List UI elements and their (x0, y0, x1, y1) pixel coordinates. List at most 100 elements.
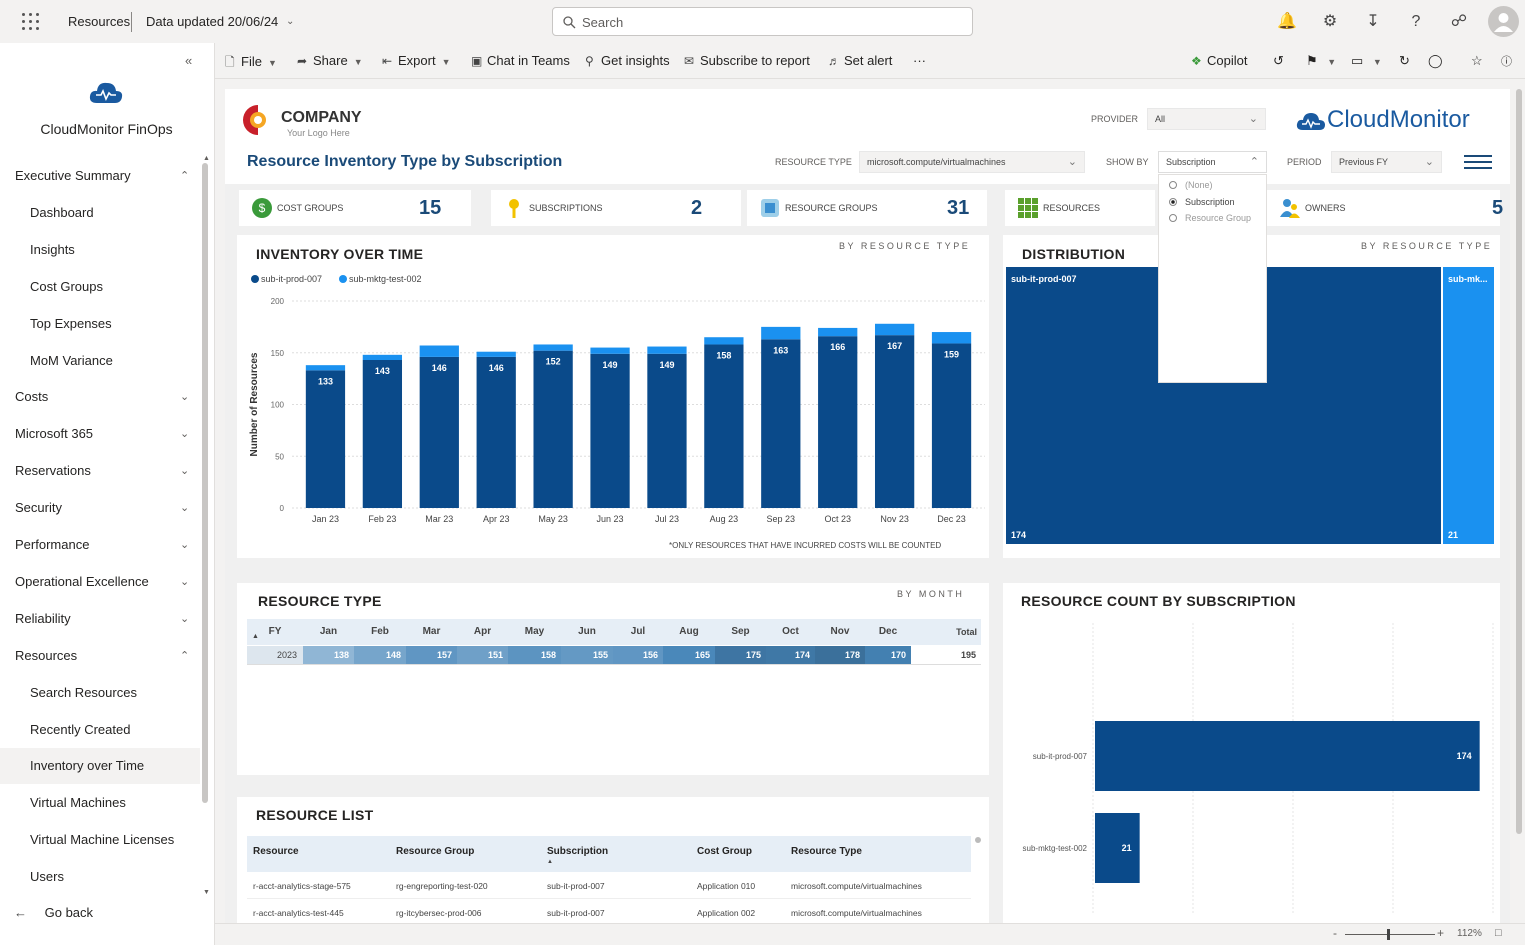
bar-sub-it-prod-007[interactable] (761, 339, 801, 508)
matrix-header-cell[interactable]: Jul (630, 626, 646, 637)
feedback-icon[interactable]: ☍ (1450, 13, 1468, 30)
scroll-up-icon[interactable]: ▲ (203, 155, 210, 162)
table-header-cell[interactable]: Cost Group (697, 846, 752, 857)
get-insights-button[interactable]: ⚲ Get insights (585, 53, 670, 68)
chevron-down-icon[interactable]: ⌄ (286, 16, 295, 27)
app-launcher-icon[interactable] (22, 13, 40, 31)
resource-type-slicer[interactable]: microsoft.compute/virtualmachines ⌄ (859, 151, 1085, 173)
bar-sub-it-prod-007[interactable] (533, 350, 573, 508)
sidebar-item-costs[interactable]: Costs ⌄ (0, 379, 200, 415)
undo-icon[interactable]: ↺ (1273, 53, 1284, 68)
table-header-cell[interactable]: Resource Group (396, 846, 475, 857)
sidebar-item-virtual-machine-licenses[interactable]: Virtual Machine Licenses (0, 822, 200, 858)
set-alert-button[interactable]: ♬ Set alert (828, 53, 892, 68)
favorite-star-icon[interactable]: ☆ (1471, 53, 1483, 68)
sidebar-item-top-expenses[interactable]: Top Expenses (0, 306, 200, 342)
bar-sub-it-prod-007[interactable] (476, 356, 516, 508)
table-row[interactable]: r-acct-analytics-stage-575 rg-engreportin… (247, 872, 971, 899)
legend-label[interactable]: sub-it-prod-007 (261, 274, 322, 284)
sidebar-item-microsoft-365[interactable]: Microsoft 365 ⌄ (0, 416, 200, 452)
sidebar-item-performance[interactable]: Performance ⌄ (0, 527, 200, 563)
legend-label[interactable]: sub-mktg-test-002 (349, 274, 422, 284)
bar-sub-mktg-test-002[interactable] (704, 337, 744, 345)
chat-in-teams-button[interactable]: ▣ Chat in Teams (471, 53, 570, 68)
collapse-icon[interactable]: « (185, 53, 193, 68)
sidebar-item-cost-groups[interactable]: Cost Groups (0, 269, 200, 305)
workspace-link[interactable]: Resources (68, 14, 131, 29)
avatar[interactable] (1488, 6, 1519, 37)
bar-sub-mktg-test-002[interactable] (1095, 813, 1140, 883)
sidebar-item-insights[interactable]: Insights (0, 232, 200, 268)
matrix-header-cell[interactable]: Jun (578, 626, 596, 637)
comment-icon[interactable]: ◯ (1428, 53, 1443, 68)
matrix-header-cell[interactable]: Dec (878, 626, 898, 637)
matrix-header-cell[interactable]: Aug (679, 626, 699, 637)
sort-icon[interactable]: ▲ (547, 859, 553, 865)
zoom-out-button[interactable]: - (1333, 926, 1337, 940)
data-updated-label[interactable]: Data updated 20/06/24 (146, 14, 279, 29)
sidebar-item-inventory-over-time[interactable]: Inventory over Time (0, 748, 200, 785)
zoom-slider-thumb[interactable] (1387, 929, 1390, 940)
bar-sub-it-prod-007[interactable] (818, 336, 858, 508)
search-input[interactable]: Search (552, 7, 973, 36)
bar-sub-mktg-test-002[interactable] (647, 346, 687, 354)
bar-sub-it-prod-007[interactable] (419, 356, 459, 508)
show-by-slicer[interactable]: Subscription ⌃ (1158, 151, 1267, 173)
table-scrollbar[interactable] (975, 837, 981, 843)
gear-icon[interactable]: ⚙ (1322, 13, 1338, 30)
hamburger-menu-icon[interactable] (1464, 155, 1492, 169)
sidebar-item-operational-excellence[interactable]: Operational Excellence ⌄ (0, 564, 200, 600)
bar-sub-mktg-test-002[interactable] (533, 344, 573, 351)
sidebar-item-reservations[interactable]: Reservations ⌄ (0, 453, 200, 489)
bar-sub-mktg-test-002[interactable] (362, 354, 403, 360)
matrix-header-cell[interactable]: FY (268, 626, 282, 637)
bar-sub-it-prod-007[interactable] (1095, 721, 1480, 791)
show-by-option[interactable]: Resource Group (1169, 213, 1251, 223)
sidebar-item-reliability[interactable]: Reliability ⌄ (0, 601, 200, 637)
bar-sub-it-prod-007[interactable] (590, 353, 630, 508)
bar-sub-mktg-test-002[interactable] (590, 347, 630, 354)
sidebar-item-dashboard[interactable]: Dashboard (0, 195, 200, 231)
count-by-sub-chart[interactable]: sub-it-prod-007 174 sub-mktg-test-002 21 (1003, 623, 1500, 923)
bar-sub-mktg-test-002[interactable] (305, 365, 346, 371)
bar-sub-mktg-test-002[interactable] (419, 345, 459, 357)
sidebar-item-recently-created[interactable]: Recently Created (0, 712, 200, 748)
bar-sub-mktg-test-002[interactable] (761, 326, 801, 340)
file-menu[interactable]: 🗋 File ▼ (225, 53, 277, 74)
bar-sub-mktg-test-002[interactable] (818, 327, 858, 337)
export-menu[interactable]: ⇤ Export ▼ (382, 53, 451, 68)
bar-sub-it-prod-007[interactable] (704, 344, 744, 508)
bar-sub-it-prod-007[interactable] (874, 335, 915, 508)
zoom-slider[interactable] (1345, 934, 1435, 935)
table-header-cell[interactable]: Resource Type (791, 846, 862, 857)
copilot-button[interactable]: ❖ Copilot (1191, 53, 1247, 68)
share-menu[interactable]: ➦ Share ▼ (297, 53, 363, 68)
sort-icon[interactable]: ▲ (252, 633, 259, 640)
zoom-in-button[interactable]: + (1437, 926, 1445, 940)
show-by-option[interactable]: (None) (1169, 180, 1213, 190)
matrix-header-cell[interactable]: Sep (731, 626, 750, 637)
table-row[interactable]: r-acct-analytics-test-445 rg-itcybersec-p… (247, 899, 971, 926)
bar-sub-mktg-test-002[interactable] (874, 323, 915, 336)
inventory-chart[interactable]: sub-it-prod-007 sub-mktg-test-002 0 50 100 15… (237, 265, 989, 530)
treemap-tile[interactable]: sub-mk... 21 (1443, 267, 1494, 544)
provider-slicer[interactable]: All ⌄ (1147, 108, 1266, 130)
matrix-header-cell[interactable]: Oct (782, 626, 799, 637)
sidebar-scrollbar[interactable] (202, 163, 208, 803)
bar-sub-it-prod-007[interactable] (305, 370, 346, 508)
subscribe-button[interactable]: ✉ Subscribe to report (684, 53, 810, 68)
matrix-header-cell[interactable]: May (524, 626, 545, 637)
matrix-header-cell[interactable]: Nov (830, 626, 850, 637)
info-icon[interactable]: ⓘ (1501, 56, 1512, 68)
help-icon[interactable]: ? (1411, 13, 1421, 30)
sidebar-item-security[interactable]: Security ⌄ (0, 490, 200, 526)
more-options-button[interactable]: ··· (913, 53, 926, 68)
bar-sub-mktg-test-002[interactable] (476, 351, 516, 357)
sidebar-item-resources[interactable]: Resources ⌃ (0, 638, 200, 674)
matrix-header-cell[interactable]: Mar (422, 626, 441, 637)
fit-to-page-icon[interactable]: □ (1495, 927, 1502, 939)
sidebar-item-virtual-machines[interactable]: Virtual Machines (0, 785, 200, 821)
sidebar-item-executive-summary[interactable]: Executive Summary ⌃ (0, 158, 200, 194)
bar-sub-it-prod-007[interactable] (362, 359, 403, 508)
matrix-header-cell[interactable]: Apr (473, 626, 492, 637)
